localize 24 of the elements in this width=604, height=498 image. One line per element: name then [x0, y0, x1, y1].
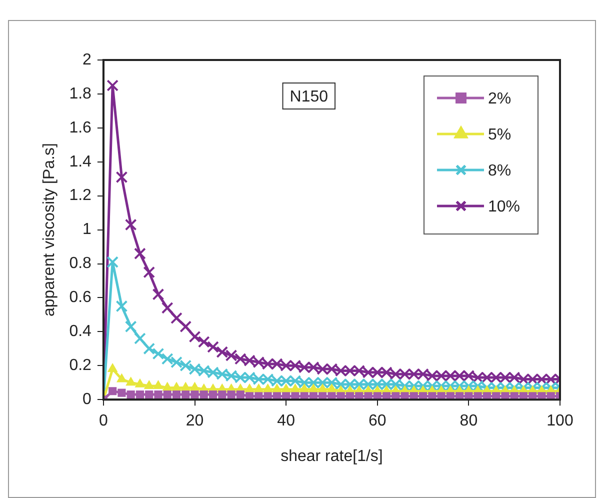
y-tick-label: 1.8 [69, 85, 92, 102]
y-tick-label: 0.4 [69, 323, 92, 340]
x-tick-label: 20 [186, 412, 204, 430]
legend-label: 10% [488, 198, 520, 216]
x-tick-label: 60 [368, 412, 386, 430]
x-tick-label: 80 [460, 412, 478, 430]
y-tick-label: 0.2 [69, 357, 92, 374]
x-tick-label: 0 [98, 412, 108, 430]
y-tick-label: 1 [82, 221, 92, 238]
y-tick-label: 1.6 [69, 119, 92, 136]
y-tick-label: 1.4 [69, 153, 92, 170]
legend-label: 8% [488, 162, 512, 180]
x-tick-label: 40 [277, 412, 296, 430]
legend-label: 2% [488, 90, 512, 108]
x-tick-label: 100 [546, 412, 574, 430]
y-axis-title: apparent viscosity [Pa.s] [41, 143, 58, 317]
y-tick-label: 0.6 [69, 289, 92, 306]
legend-label: 5% [488, 126, 512, 144]
y-tick-label: 0 [82, 391, 92, 408]
y-tick-label: 0.8 [69, 255, 92, 272]
y-tick-label: 1.2 [69, 187, 92, 204]
y-tick-label: 2 [82, 51, 92, 68]
annotation: N150 [290, 88, 328, 106]
x-axis-title: shear rate[1/s] [280, 448, 383, 465]
